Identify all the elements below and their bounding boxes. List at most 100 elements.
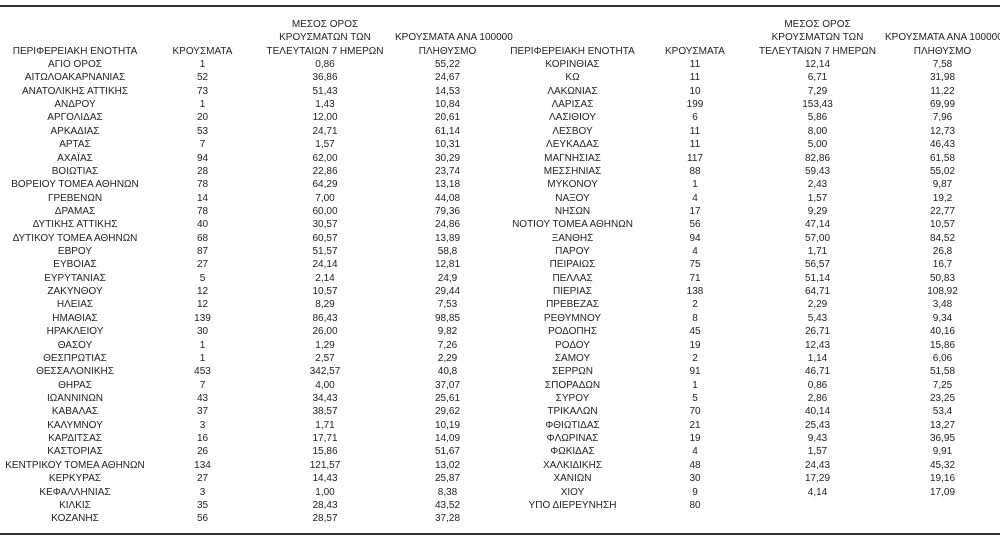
avg-cell: 59,43 [804,165,831,177]
avg-cell: 4,00 [315,379,335,391]
per100k-cell: 7,58 [932,59,953,70]
avg-cell: 24,14 [312,259,338,271]
per100k-cell: 7,96 [932,112,953,124]
table-row: ΡΟΔΟΠΗΣ 45 26,71 40,16 [500,325,1000,338]
per100k-cell: 51,67 [434,446,461,458]
region-cell: ΑΡΚΑΔΙΑΣ [50,125,100,137]
per100k-cell: 36,95 [929,433,956,445]
per100k-cell: 23,25 [929,392,956,404]
avg-cell: 57,00 [804,232,831,244]
region-cell: ΣΥΡΟΥ [555,392,590,404]
avg-cell: 5,43 [807,312,828,324]
table-row: ΣΑΜΟΥ 2 1,14 6,06 [500,352,1000,365]
header-per100k-line1: ΚΡΟΥΣΜΑΤΑ ΑΝΑ 100000 [885,32,1000,44]
cases-cell: 11 [689,125,701,137]
region-cell: ΛΕΥΚΑΔΑΣ [546,139,599,151]
cases-cell: 2 [692,299,698,311]
table-row: ΑΝΑΤΟΛΙΚΗΣ ΑΤΤΙΚΗΣ 73 51,43 14,53 [0,85,500,98]
table-row: ΚΕΡΚΥΡΑΣ 27 14,43 25,87 [0,472,500,485]
cases-cell: 68 [196,232,209,244]
avg-cell: 2,57 [315,352,335,364]
cases-cell: 37 [196,406,209,418]
region-cell: ΠΡΕΒΕΖΑΣ [546,299,599,311]
region-cell: ΑΝΑΤΟΛΙΚΗΣ ΑΤΤΙΚΗΣ [21,85,129,97]
table-row: ΑΡΤΑΣ 7 1,57 10,31 [0,138,500,151]
region-cell: ΠΕΙΡΑΙΩΣ [549,259,596,271]
avg-cell: 60,57 [312,232,338,244]
cases-cell: 16 [196,433,209,445]
per100k-cell: 15,86 [929,339,956,351]
table-body: ΑΓΙΟ ΟΡΟΣ 1 0,86 55,22 ΑΙΤΩΛΟΑΚΑΡΝΑΝΙΑΣ 52 36,… [0,58,500,526]
header-avg-line2: ΚΡΟΥΣΜΑΤΩΝ ΤΩΝ [279,32,371,44]
avg-cell: 28,57 [312,513,338,525]
per100k-cell: 51,58 [929,366,956,378]
cases-cell: 10 [689,85,701,97]
region-cell: ΝΟΤΙΟΥ ΤΟΜΕΑ ΑΘΗΝΩΝ [512,219,633,231]
per100k-cell: 10,84 [434,99,461,111]
cases-cell: 21 [689,419,701,431]
per100k-cell: 53,4 [932,406,953,418]
avg-cell: 1,57 [807,192,828,204]
cases-cell: 19 [689,433,701,445]
cases-cell: 14 [196,192,209,204]
region-cell: ΛΕΣΒΟΥ [552,125,593,137]
per100k-cell: 108,92 [927,286,958,298]
region-cell: ΑΡΓΟΛΙΔΑΣ [47,112,103,124]
table-row: ΛΑΣΙΘΙΟΥ 6 5,86 7,96 [500,111,1000,124]
avg-cell: 7,00 [315,192,335,204]
cases-cell: 9 [692,486,698,498]
table-row: ΦΛΩΡΙΝΑΣ 19 9,43 36,95 [500,432,1000,445]
cases-cell: 35 [196,499,209,511]
region-cell: ΚΑΣΤΟΡΙΑΣ [47,446,103,458]
cases-cell: 5 [692,392,698,404]
per100k-cell: 13,27 [929,419,956,431]
region-cell: ΛΑΚΩΝΙΑΣ [547,85,598,97]
table-row: ΑΙΤΩΛΟΑΚΑΡΝΑΝΙΑΣ 52 36,86 24,67 [0,71,500,84]
avg-cell: 17,71 [312,433,338,445]
per100k-cell: 14,53 [434,85,461,97]
region-cell: ΕΥΒΟΙΑΣ [53,259,97,271]
region-cell: ΦΩΚΙΔΑΣ [550,446,595,458]
per100k-cell: 40,16 [929,326,956,338]
avg-cell: 1,71 [807,246,828,258]
table-row: ΚΟΖΑΝΗΣ 56 28,57 37,28 [0,512,500,525]
per100k-cell: 37,07 [434,379,461,391]
avg-cell: 9,43 [807,433,828,445]
avg-cell: 9,29 [807,205,828,217]
region-cell: ΔΡΑΜΑΣ [54,205,96,217]
cases-cell: 26 [196,446,209,458]
avg-cell: 51,57 [312,246,338,258]
avg-cell: 24,71 [312,125,338,137]
table-row: ΓΡΕΒΕΝΩΝ 14 7,00 44,08 [0,192,500,205]
header-avg: ΜΕΣΟΣ ΟΡΟΣ ΚΡΟΥΣΜΑΤΩΝ ΤΩΝ ΤΕΛΕΥΤΑΙΩΝ 7 Η… [745,18,890,58]
region-cell: ΣΑΜΟΥ [554,352,591,364]
table-row: ΔΥΤΙΚΟΥ ΤΟΜΕΑ ΑΘΗΝΩΝ 68 60,57 13,89 [0,232,500,245]
region-cell: ΘΗΡΑΣ [58,379,92,391]
per100k-cell: 37,28 [434,513,461,525]
region-cell: ΛΑΣΙΘΙΟΥ [549,112,596,124]
per100k-cell: 19,2 [932,192,953,204]
per100k-cell: 79,36 [434,205,461,217]
table-row: ΚΑΛΥΜΝΟΥ 3 1,71 10,19 [0,419,500,432]
region-cell: ΣΠΟΡΑΔΩΝ [544,379,601,391]
header-avg-line3: ΤΕΛΕΥΤΑΙΩΝ 7 ΗΜΕΡΩΝ [758,45,877,57]
avg-cell: 28,43 [312,499,338,511]
cases-cell: 453 [194,366,211,378]
region-cell: ΜΑΓΝΗΣΙΑΣ [544,152,601,164]
region-cell: ΓΡΕΒΕΝΩΝ [47,192,103,204]
per100k-cell: 9,34 [932,312,953,324]
table-row: ΚΕΝΤΡΙΚΟΥ ΤΟΜΕΑ ΑΘΗΝΩΝ 134 121,57 13,02 [0,459,500,472]
table-row: ΜΥΚΟΝΟΥ 1 2,43 9,87 [500,178,1000,191]
cases-cell: 40 [196,219,209,231]
table-row: ΕΒΡΟΥ 87 51,57 58,8 [0,245,500,258]
region-cell: ΘΕΣΠΡΩΤΙΑΣ [43,352,107,364]
header-avg-line1: ΜΕΣΟΣ ΟΡΟΣ [291,18,359,30]
table-row: ΠΑΡΟΥ 4 1,71 26,8 [500,245,1000,258]
avg-cell: 153,43 [802,99,833,111]
avg-cell: 82,86 [804,152,831,164]
region-cell: ΛΑΡΙΣΑΣ [551,99,594,111]
table-row: ΠΡΕΒΕΖΑΣ 2 2,29 3,48 [500,298,1000,311]
table-row: ΙΩΑΝΝΙΝΩΝ 43 34,43 25,61 [0,392,500,405]
table-row: ΡΟΔΟΥ 19 12,43 15,86 [500,339,1000,352]
per100k-cell: 25,87 [434,473,461,485]
